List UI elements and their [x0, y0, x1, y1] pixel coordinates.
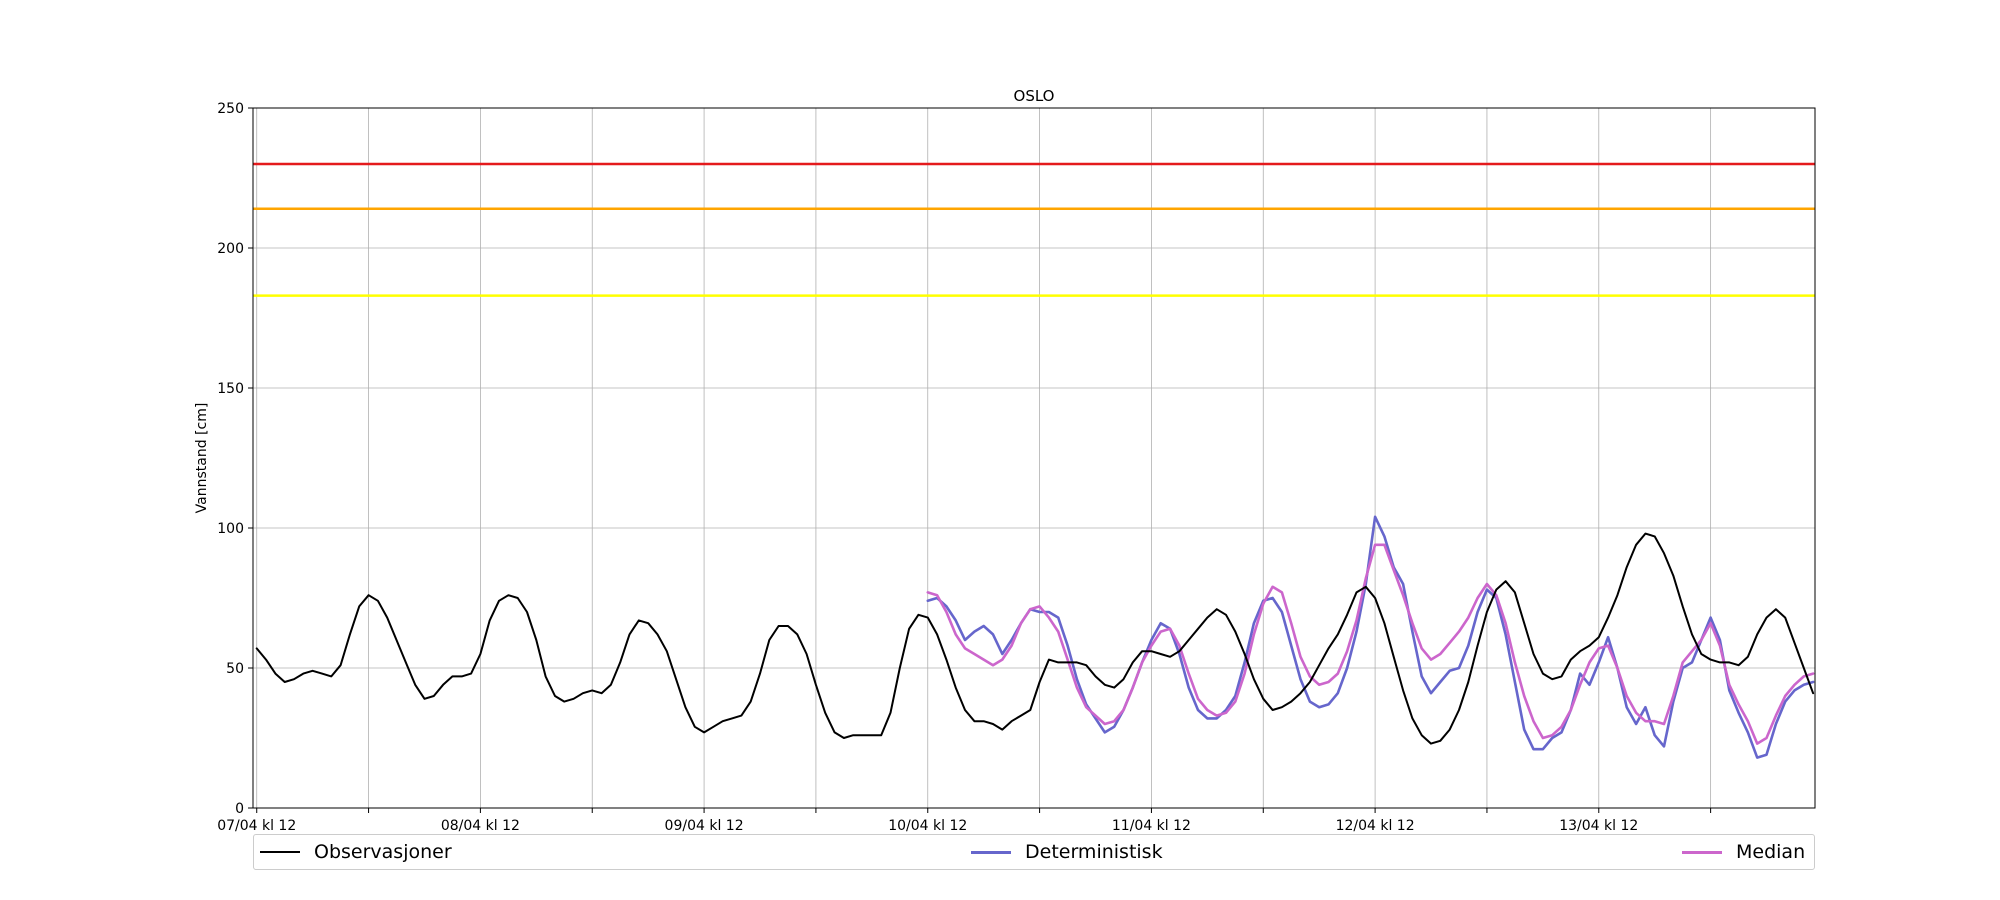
y-tick-label: 150: [217, 381, 244, 397]
legend-swatch-observasjoner: [260, 851, 300, 853]
plot-frame: [252, 107, 1816, 809]
series-line-median: [926, 543, 1815, 745]
legend-label-deterministisk: Deterministisk: [1025, 841, 1163, 863]
legend: Observasjoner Deterministisk Median: [253, 834, 1815, 870]
x-tick-label: 09/04 kl 12: [665, 818, 744, 834]
chart-title: OSLO: [1014, 87, 1055, 105]
y-axis-label: Vannstand [cm]: [194, 403, 210, 514]
x-tick-label: 07/04 kl 12: [217, 818, 296, 834]
y-tick-label: 0: [235, 801, 244, 817]
x-tick-label: 08/04 kl 12: [441, 818, 520, 834]
legend-swatch-deterministisk: [971, 850, 1011, 854]
legend-label-median: Median: [1736, 841, 1806, 863]
legend-item-observasjoner: Observasjoner: [260, 835, 452, 869]
legend-item-median: Median: [1682, 835, 1805, 869]
series-layer: [255, 515, 1815, 759]
x-tick-label: 12/04 kl 12: [1336, 818, 1415, 834]
x-tick-label: 11/04 kl 12: [1112, 818, 1191, 834]
y-tick-label: 100: [217, 521, 244, 537]
legend-label-observasjoner: Observasjoner: [314, 841, 452, 863]
x-tick-label: 13/04 kl 12: [1559, 818, 1638, 834]
series-line-deterministisk: [926, 515, 1815, 759]
legend-swatch-median: [1682, 850, 1722, 854]
legend-item-deterministisk: Deterministisk: [971, 835, 1163, 869]
y-tick-label: 50: [226, 661, 244, 677]
grid-layer: [253, 107, 1815, 809]
x-tick-label: 10/04 kl 12: [888, 818, 967, 834]
y-tick-label: 250: [217, 101, 244, 117]
series-line-observasjoner: [255, 532, 1815, 745]
y-tick-label: 200: [217, 241, 244, 257]
threshold-layer: [253, 162, 1815, 297]
axis-layer: 0 50 100 150 200 250 07/04 kl 12 08/04 kl 12 09/…: [217, 101, 1712, 834]
